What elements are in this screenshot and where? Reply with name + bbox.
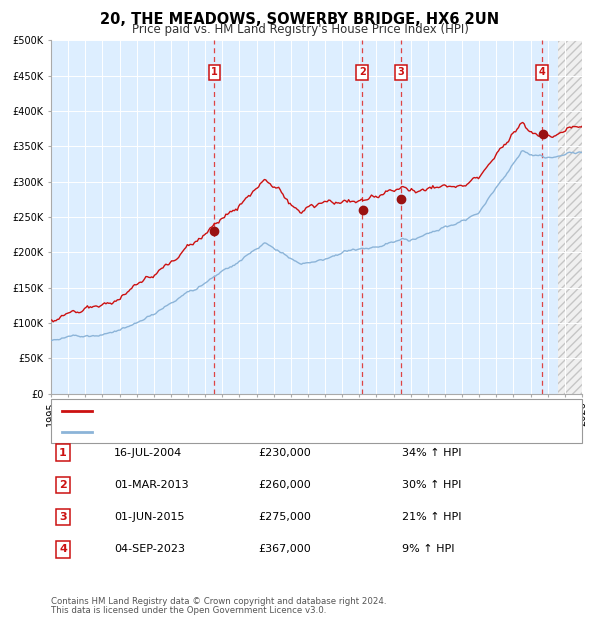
- Text: 16-JUL-2004: 16-JUL-2004: [114, 448, 182, 458]
- Text: 1: 1: [211, 67, 218, 77]
- Text: This data is licensed under the Open Government Licence v3.0.: This data is licensed under the Open Gov…: [51, 606, 326, 615]
- Text: 01-MAR-2013: 01-MAR-2013: [114, 480, 188, 490]
- Text: 01-JUN-2015: 01-JUN-2015: [114, 512, 185, 522]
- Text: 2: 2: [359, 67, 365, 77]
- Text: 34% ↑ HPI: 34% ↑ HPI: [402, 448, 461, 458]
- Text: £275,000: £275,000: [258, 512, 311, 522]
- Text: 2: 2: [59, 480, 67, 490]
- Text: 4: 4: [59, 544, 67, 554]
- Text: £230,000: £230,000: [258, 448, 311, 458]
- Text: 4: 4: [539, 67, 545, 77]
- Text: 3: 3: [397, 67, 404, 77]
- Text: £260,000: £260,000: [258, 480, 311, 490]
- Text: £367,000: £367,000: [258, 544, 311, 554]
- Bar: [557, 40, 599, 394]
- Text: 9% ↑ HPI: 9% ↑ HPI: [402, 544, 455, 554]
- Text: Price paid vs. HM Land Registry's House Price Index (HPI): Price paid vs. HM Land Registry's House …: [131, 23, 469, 36]
- Text: 20, THE MEADOWS, SOWERBY BRIDGE, HX6 2UN (detached house): 20, THE MEADOWS, SOWERBY BRIDGE, HX6 2UN…: [99, 405, 473, 416]
- Bar: [557, 40, 599, 394]
- Text: HPI: Average price, detached house, Calderdale: HPI: Average price, detached house, Cald…: [99, 427, 365, 437]
- Text: 1: 1: [59, 448, 67, 458]
- Text: Contains HM Land Registry data © Crown copyright and database right 2024.: Contains HM Land Registry data © Crown c…: [51, 597, 386, 606]
- Text: 20, THE MEADOWS, SOWERBY BRIDGE, HX6 2UN: 20, THE MEADOWS, SOWERBY BRIDGE, HX6 2UN: [100, 12, 500, 27]
- Text: 21% ↑ HPI: 21% ↑ HPI: [402, 512, 461, 522]
- Text: 30% ↑ HPI: 30% ↑ HPI: [402, 480, 461, 490]
- Text: 3: 3: [59, 512, 67, 522]
- Text: 04-SEP-2023: 04-SEP-2023: [114, 544, 185, 554]
